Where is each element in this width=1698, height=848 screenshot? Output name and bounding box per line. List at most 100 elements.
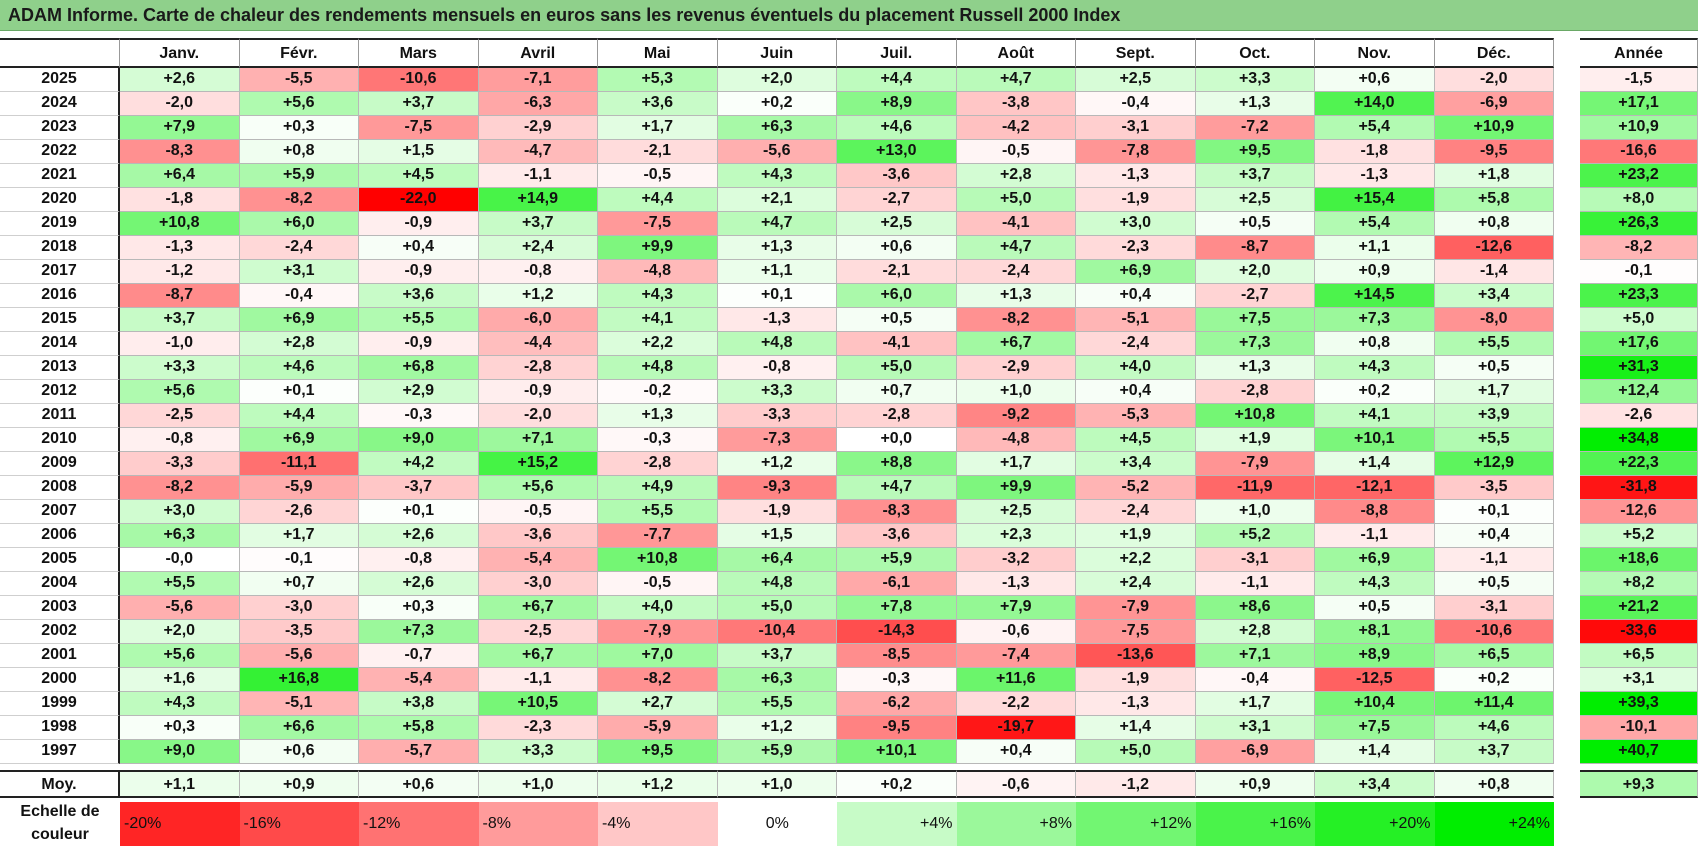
heatmap-cell: -0,1 — [239, 548, 359, 572]
heatmap-cell: -0,2 — [598, 380, 718, 404]
average-cell: +1,0 — [717, 770, 837, 798]
heatmap-cell: -7,3 — [717, 428, 837, 452]
heatmap-cell: +10,8 — [598, 548, 718, 572]
heatmap-cell: +3,6 — [598, 92, 718, 116]
year-label: 2012 — [0, 380, 120, 404]
annual-cell: +8,2 — [1580, 572, 1698, 596]
heatmap-cell: +1,7 — [1195, 692, 1315, 716]
heatmap-cell: -5,4 — [359, 668, 479, 692]
heatmap-cell: +0,5 — [1315, 596, 1435, 620]
year-label: 1998 — [0, 716, 120, 740]
year-label: 2018 — [0, 236, 120, 260]
heatmap-cell: +0,0 — [837, 428, 957, 452]
heatmap-cell: +15,4 — [1315, 188, 1435, 212]
heatmap-cell: +12,9 — [1434, 452, 1554, 476]
heatmap-cell: +0,1 — [717, 284, 837, 308]
heatmap-cell: -8,7 — [1195, 236, 1315, 260]
heatmap-cell: +8,1 — [1315, 620, 1435, 644]
heatmap-cell: -3,5 — [239, 620, 359, 644]
heatmap-cell: -0,4 — [1195, 668, 1315, 692]
color-scale-step: -20% — [120, 802, 240, 846]
heatmap-cell: -13,6 — [1076, 644, 1196, 668]
heatmap-cell: +0,1 — [359, 500, 479, 524]
heatmap-cell: +2,0 — [717, 68, 837, 92]
heatmap-cell: +1,1 — [717, 260, 837, 284]
heatmap-cell: +14,9 — [478, 188, 598, 212]
month-header: Juil. — [837, 38, 957, 68]
heatmap-cell: +5,2 — [1195, 524, 1315, 548]
month-header: Mai — [598, 38, 718, 68]
heatmap-cell: -2,1 — [598, 140, 718, 164]
header-corner — [0, 38, 120, 68]
heatmap-cell: -7,9 — [1195, 452, 1315, 476]
heatmap-cell: -0,9 — [359, 212, 479, 236]
average-label: Moy. — [0, 770, 120, 798]
heatmap-cell: +0,6 — [239, 740, 359, 764]
heatmap-cell: +14,0 — [1315, 92, 1435, 116]
year-label: 2017 — [0, 260, 120, 284]
annual-cell: -33,6 — [1580, 620, 1698, 644]
heatmap-cell: +2,7 — [598, 692, 718, 716]
heatmap-cell: -5,9 — [239, 476, 359, 500]
annual-cell: -0,1 — [1580, 260, 1698, 284]
heatmap-cell: -8,2 — [956, 308, 1076, 332]
heatmap-cell: -3,1 — [1076, 116, 1196, 140]
heatmap-cell: +2,4 — [1076, 572, 1196, 596]
heatmap-cell: +5,0 — [956, 188, 1076, 212]
heatmap-cell: +4,8 — [717, 332, 837, 356]
heatmap-cell: +6,9 — [239, 308, 359, 332]
annual-cell: +26,3 — [1580, 212, 1698, 236]
heatmap-cell: -22,0 — [359, 188, 479, 212]
heatmap-cell: -4,8 — [956, 428, 1076, 452]
year-label: 2010 — [0, 428, 120, 452]
heatmap-cell: +4,0 — [598, 596, 718, 620]
heatmap-cell: -3,1 — [1434, 596, 1554, 620]
heatmap-cell: +4,7 — [717, 212, 837, 236]
average-cell: +0,9 — [1195, 770, 1315, 798]
heatmap-cell: +1,7 — [239, 524, 359, 548]
heatmap-cell: +5,0 — [717, 596, 837, 620]
heatmap-cell: -2,8 — [837, 404, 957, 428]
heatmap-cell: +0,5 — [1434, 356, 1554, 380]
annual-cell: -10,1 — [1580, 716, 1698, 740]
heatmap-cell: +6,4 — [717, 548, 837, 572]
average-cell: +1,0 — [478, 770, 598, 798]
annual-cell: +39,3 — [1580, 692, 1698, 716]
heatmap-cell: +0,3 — [359, 596, 479, 620]
heatmap-cell: -4,1 — [837, 332, 957, 356]
heatmap-cell: +3,7 — [1434, 740, 1554, 764]
heatmap-cell: -6,9 — [1195, 740, 1315, 764]
heatmap-cell: -8,3 — [120, 140, 240, 164]
heatmap-cell: +2,8 — [1195, 620, 1315, 644]
heatmap-cell: +5,6 — [120, 644, 240, 668]
heatmap-cell: +6,6 — [239, 716, 359, 740]
heatmap-cell: +6,3 — [120, 524, 240, 548]
heatmap-cell: +6,3 — [717, 116, 837, 140]
heatmap-cell: +10,1 — [1315, 428, 1435, 452]
heatmap-cell: -6,3 — [478, 92, 598, 116]
heatmap-cell: +6,4 — [120, 164, 240, 188]
heatmap-cell: +2,5 — [1195, 188, 1315, 212]
heatmap-cell: +0,4 — [1076, 380, 1196, 404]
heatmap-cell: +11,6 — [956, 668, 1076, 692]
heatmap-cell: -1,1 — [478, 164, 598, 188]
year-label: 2024 — [0, 92, 120, 116]
heatmap-cell: +4,4 — [837, 68, 957, 92]
heatmap-cell: +5,9 — [717, 740, 837, 764]
heatmap-cell: -5,1 — [239, 692, 359, 716]
heatmap-cell: +1,1 — [1315, 236, 1435, 260]
annual-cell: -2,6 — [1580, 404, 1698, 428]
heatmap-cell: +2,6 — [359, 572, 479, 596]
heatmap-cell: -8,5 — [837, 644, 957, 668]
year-label: 2025 — [0, 68, 120, 92]
heatmap-cell: +10,8 — [120, 212, 240, 236]
heatmap-cell: -2,5 — [120, 404, 240, 428]
heatmap-cell: +3,1 — [1195, 716, 1315, 740]
heatmap-cell: +2,8 — [239, 332, 359, 356]
heatmap-cell: +7,5 — [1195, 308, 1315, 332]
heatmap-cell: +5,5 — [1434, 428, 1554, 452]
heatmap-cell: +9,9 — [956, 476, 1076, 500]
heatmap-cell: -5,2 — [1076, 476, 1196, 500]
heatmap-cell: +1,8 — [1434, 164, 1554, 188]
heatmap-cell: -2,8 — [478, 356, 598, 380]
